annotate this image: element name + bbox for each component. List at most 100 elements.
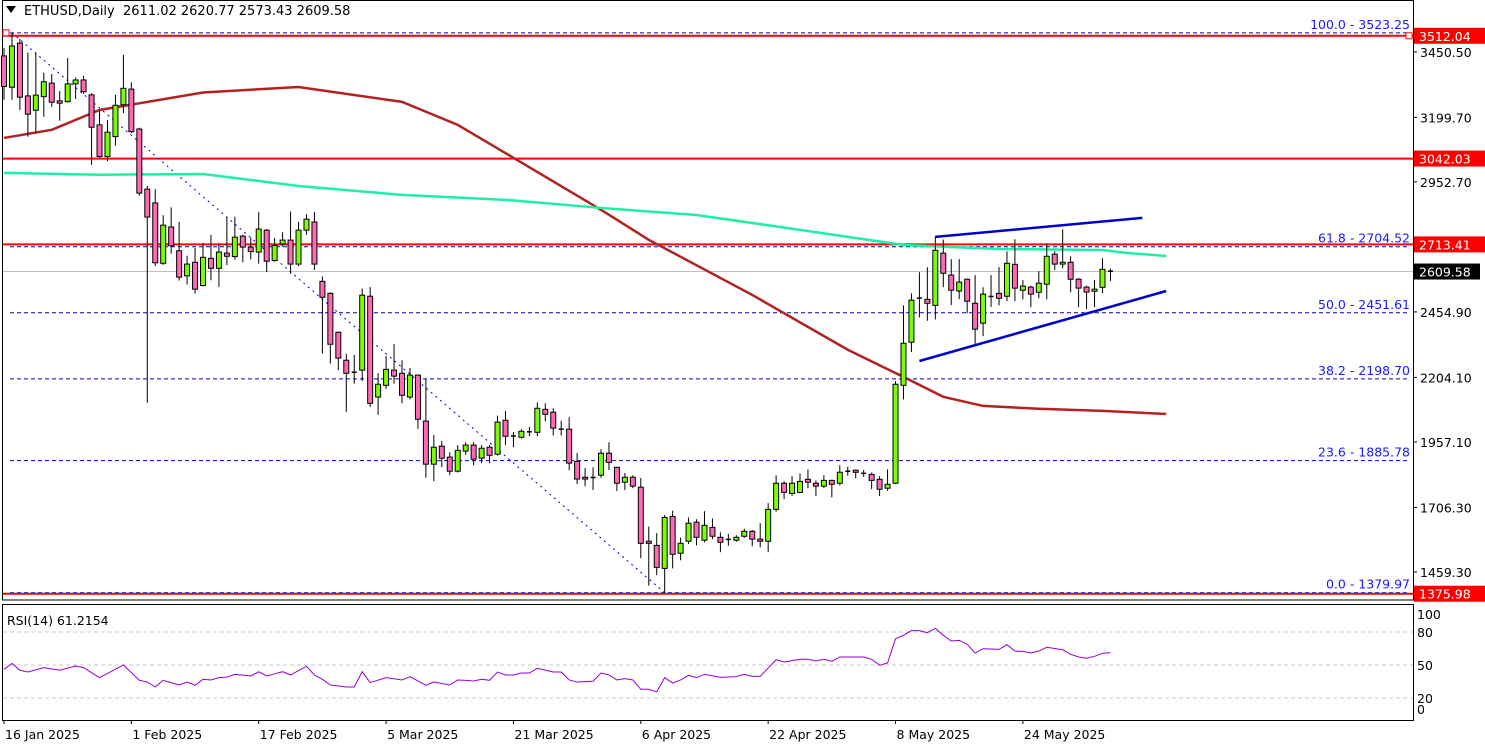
- trendlines[interactable]: [919, 216, 1167, 363]
- level-price-tag: [1414, 150, 1485, 167]
- candle-bullish: [160, 224, 167, 264]
- rsi-axis-label: 100: [1417, 607, 1441, 622]
- candle-bullish: [1099, 268, 1106, 288]
- fibo-level-label: 23.6 - 1885.78: [1318, 445, 1410, 460]
- candle-bearish: [168, 226, 175, 247]
- candle-bearish: [1075, 278, 1082, 289]
- candle-bearish: [972, 302, 979, 330]
- candle-bearish: [144, 188, 151, 218]
- candle-bullish: [120, 87, 127, 106]
- candle-bullish: [741, 530, 748, 537]
- candle-bearish: [669, 515, 676, 555]
- candle-bearish: [343, 359, 350, 374]
- candle-bullish: [1003, 262, 1010, 297]
- price-axis-label: 3450.50: [1420, 45, 1472, 60]
- candle-bullish: [932, 249, 939, 306]
- rsi-panel-border: [2, 604, 1414, 721]
- triangle-down-icon[interactable]: [6, 6, 16, 13]
- price-axis-label: 1957.10: [1420, 435, 1472, 450]
- candle-bullish: [359, 294, 366, 371]
- candle-bearish: [311, 221, 318, 265]
- candle-bullish: [980, 293, 987, 324]
- date-axis-label: 8 May 2025: [897, 727, 971, 742]
- candle-bullish: [884, 483, 891, 489]
- current-price-label: 2609.58: [1419, 265, 1471, 280]
- candle-bearish: [319, 280, 326, 298]
- candle-bearish: [1027, 286, 1034, 295]
- candle-bearish: [693, 521, 700, 538]
- level-price-tag: [1414, 27, 1485, 44]
- candle-bearish: [128, 88, 135, 133]
- candle-bearish: [207, 257, 214, 269]
- candle-bearish: [940, 252, 947, 274]
- candle-bearish: [399, 372, 405, 396]
- candle-bullish: [375, 383, 382, 398]
- candle-bearish: [717, 536, 724, 543]
- candle-bullish: [40, 81, 47, 98]
- level-price-label: 3512.04: [1419, 29, 1471, 44]
- candle-bearish: [470, 444, 477, 460]
- axes: 3450.50 3199.70 2952.70 2454.90 2204.10 1957.…: [3, 45, 1472, 742]
- date-axis-label: 24 May 2025: [1024, 727, 1106, 742]
- candle-bearish: [446, 456, 453, 472]
- candle-bearish: [1011, 263, 1018, 289]
- candle-bearish: [192, 261, 199, 290]
- candle-bearish: [152, 202, 159, 264]
- candle-bullish: [72, 79, 79, 85]
- candle-bearish: [1083, 286, 1090, 293]
- candle-bearish: [757, 538, 764, 542]
- fibo-level-label: 100.0 - 3523.25: [1310, 17, 1410, 32]
- candle-bearish: [828, 479, 835, 485]
- candle-bullish: [184, 263, 191, 277]
- candle-bullish: [765, 508, 772, 542]
- candle-bearish: [335, 331, 342, 359]
- level-price-label: 2713.41: [1419, 237, 1471, 252]
- rsi-axis-label: 50: [1417, 658, 1433, 673]
- candle-bearish: [749, 530, 756, 540]
- current-price-tag: [1414, 263, 1480, 280]
- candle-bearish: [964, 278, 971, 302]
- candle-bullish: [789, 482, 796, 494]
- candle-bearish: [868, 473, 875, 481]
- candle-bullish: [406, 374, 413, 398]
- level-price-tag: [1414, 236, 1485, 253]
- date-axis-label: 1 Feb 2025: [132, 727, 202, 742]
- fibonacci-retracement[interactable]: 100.0 - 3523.25 61.8 - 2704.52 50.0 - 2451…: [2, 17, 1413, 594]
- rsi-axis-label: 20: [1417, 691, 1433, 706]
- moving-average-line: [3, 171, 1167, 258]
- candle-bullish: [64, 83, 71, 103]
- candle-bearish: [637, 486, 644, 544]
- candle-bearish: [613, 466, 620, 484]
- candle-bullish: [892, 383, 899, 484]
- candle-bullish: [1035, 282, 1042, 293]
- candle-bearish: [486, 446, 493, 456]
- chart-header: ETHUSD,Daily 2611.02 2620.77 2573.43 260…: [6, 4, 350, 19]
- candle-bearish: [136, 128, 143, 194]
- candle-bearish: [391, 369, 398, 377]
- candle-bearish: [948, 274, 955, 291]
- candle-bullish: [215, 251, 222, 269]
- candle-bearish: [924, 298, 931, 304]
- candle-bearish: [96, 124, 103, 157]
- candle-bullish: [383, 368, 390, 386]
- candle-bearish: [605, 452, 612, 463]
- candle-bullish: [231, 236, 238, 258]
- candle-bullish: [112, 104, 119, 138]
- candle-bullish: [32, 94, 39, 111]
- date-axis-label: 17 Feb 2025: [260, 727, 338, 742]
- candle-bullish: [303, 218, 310, 231]
- candle-bearish: [176, 250, 183, 278]
- trendline: [935, 216, 1143, 239]
- candle-bullish: [1019, 285, 1026, 291]
- price-axis-label: 3199.70: [1420, 110, 1472, 125]
- price-axis-label: 2952.70: [1420, 175, 1472, 190]
- chart-frame: [2, 0, 1414, 721]
- candle-bullish: [685, 522, 692, 542]
- candle-bearish: [582, 476, 589, 480]
- price-axis-label: 1706.30: [1420, 500, 1472, 515]
- candle-bullish: [200, 256, 206, 287]
- candle-bearish: [327, 292, 334, 345]
- candle-bullish: [733, 536, 740, 541]
- candle-bearish: [996, 292, 1002, 299]
